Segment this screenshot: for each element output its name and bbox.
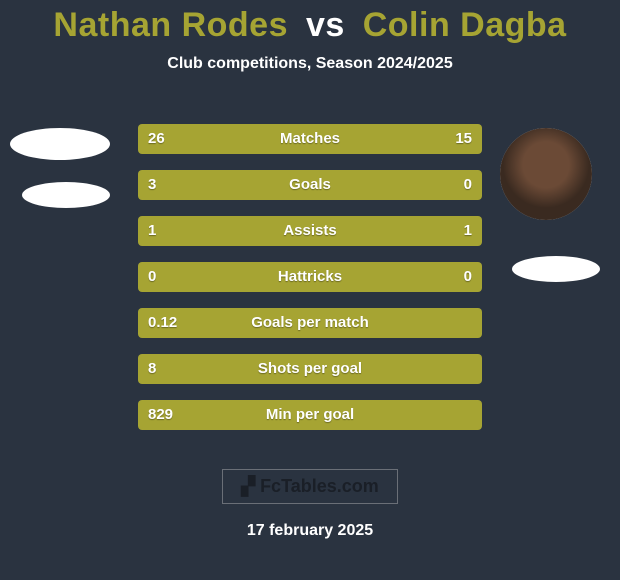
stat-value-left: 8 <box>138 354 166 384</box>
stat-label: Assists <box>138 216 482 246</box>
stat-label: Shots per goal <box>138 354 482 384</box>
brand-logo-mark-icon: ▞ <box>241 476 255 496</box>
avatar-ellipse-right <box>512 256 600 282</box>
title-player2: Colin Dagba <box>363 6 567 44</box>
stat-value-right: 1 <box>454 216 482 246</box>
stat-value-left: 3 <box>138 170 166 200</box>
stat-value-right: 15 <box>445 124 482 154</box>
avatar-right <box>500 128 592 220</box>
brand-logo-text: FcTables.com <box>260 476 379 496</box>
stat-value-right: 0 <box>454 170 482 200</box>
avatar-ellipse-left-1 <box>10 128 110 160</box>
stat-row: Assists1 1 <box>138 216 482 246</box>
stat-label: Goals <box>138 170 482 200</box>
avatar-right-face <box>500 128 592 220</box>
stat-label: Goals per match <box>138 308 482 338</box>
stat-value-left: 26 <box>138 124 175 154</box>
stat-row: Goals per match0.12 <box>138 308 482 338</box>
stat-value-left: 1 <box>138 216 166 246</box>
avatar-ellipse-left-2 <box>22 182 110 208</box>
title: Nathan Rodes vs Colin Dagba <box>0 0 620 45</box>
stat-row: Min per goal829 <box>138 400 482 430</box>
stat-value-right: 0 <box>454 262 482 292</box>
title-player1: Nathan Rodes <box>53 6 288 44</box>
title-vs: vs <box>306 6 345 44</box>
footer-date: 17 february 2025 <box>0 522 620 540</box>
stat-value-left: 0.12 <box>138 308 187 338</box>
footer: ▞ FcTables.com 17 february 2025 <box>0 469 620 540</box>
stat-label: Hattricks <box>138 262 482 292</box>
stat-label: Matches <box>138 124 482 154</box>
stat-value-left: 0 <box>138 262 166 292</box>
stat-row: Goals3 0 <box>138 170 482 200</box>
stat-bars: Matches2615Goals30Assists11Hattricks00Go… <box>138 124 482 446</box>
stat-row: Matches26 15 <box>138 124 482 154</box>
stat-row: Shots per goal8 <box>138 354 482 384</box>
subtitle: Club competitions, Season 2024/2025 <box>0 55 620 73</box>
stat-row: Hattricks0 0 <box>138 262 482 292</box>
stat-label: Min per goal <box>138 400 482 430</box>
brand-logo: ▞ FcTables.com <box>222 469 398 504</box>
stat-value-left: 829 <box>138 400 183 430</box>
